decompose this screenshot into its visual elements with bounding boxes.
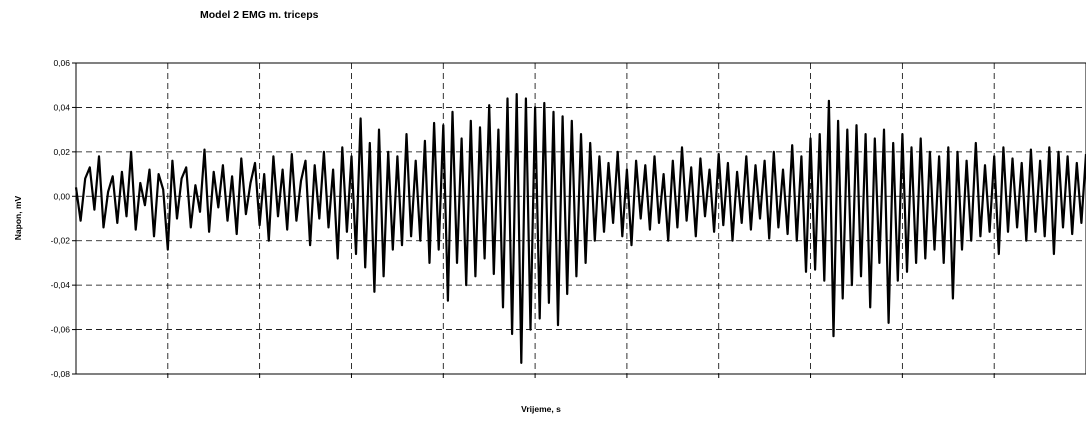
y-axis-label: Napon, mV — [13, 195, 23, 240]
x-axis-label: Vrijeme, s — [521, 404, 561, 414]
y-tick-label: -0,08 — [51, 369, 71, 379]
y-tick-label: 0,04 — [53, 102, 70, 112]
y-tick-label: 0,02 — [53, 147, 70, 157]
y-tick-label: 0,00 — [53, 191, 70, 201]
y-tick-label: -0,04 — [51, 280, 71, 290]
chart-title: Model 2 EMG m. triceps — [200, 9, 319, 21]
emg-signal-line — [74, 93, 1086, 364]
y-tick-labels: 0,06 0,04 0,02 0,00 -0,02 -0,04 -0,06 -0,08 — [51, 58, 995, 379]
y-tick-label: -0,02 — [51, 236, 71, 246]
y-tick-label: 0,06 — [53, 58, 70, 68]
series-layer — [74, 93, 1086, 364]
plot-area-frame — [75, 62, 1086, 375]
y-tick-label: -0,06 — [51, 325, 71, 335]
